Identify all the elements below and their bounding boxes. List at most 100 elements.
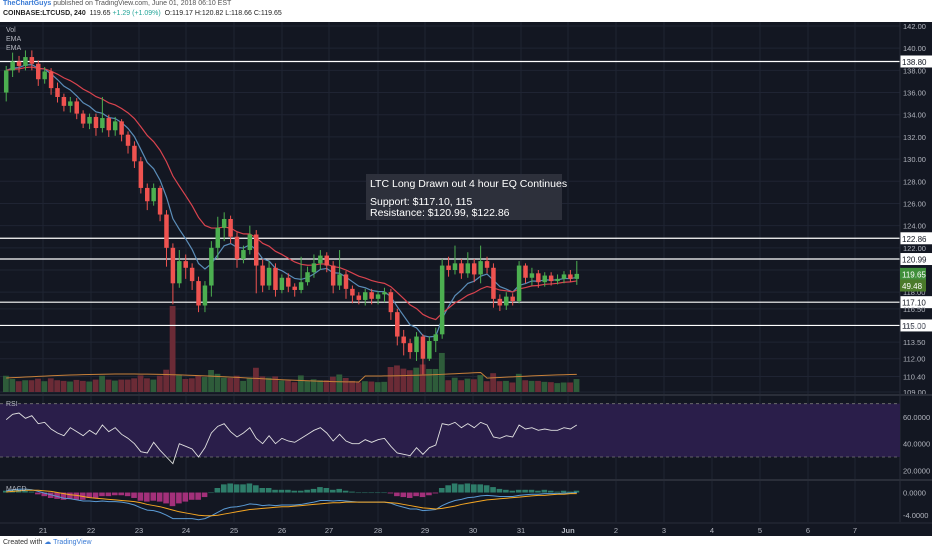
symbol-label[interactable]: COINBASE:LTCUSD, 240 (3, 10, 86, 17)
volume-bar (92, 379, 99, 392)
level-badge (900, 319, 932, 332)
candle-body (529, 273, 535, 278)
volume-bar (272, 376, 279, 392)
annotation-resistance: Resistance: $120.99, $122.86 (370, 207, 510, 219)
candle-body (420, 336, 426, 359)
macd-histogram-bar (400, 492, 407, 498)
created-with-text: Created with (3, 539, 43, 546)
price-tick-label: 138.00 (903, 66, 926, 75)
candle-body (221, 218, 227, 228)
tradingview-logo-icon: ☁ (44, 539, 52, 546)
volume-bar (547, 382, 554, 392)
candle-body (234, 236, 240, 259)
volume-bar (3, 375, 9, 392)
macd-histogram-bar (509, 490, 516, 493)
volume-bar (503, 380, 509, 392)
volume-bar (176, 375, 182, 392)
volume-bar (169, 306, 176, 392)
macd-histogram-bar (426, 492, 432, 496)
macd-histogram-bar (169, 492, 176, 507)
candle-body (318, 255, 323, 264)
macd-histogram-bar (67, 492, 73, 499)
macd-histogram-bar (349, 491, 355, 493)
volume-bar (111, 380, 118, 392)
macd-histogram-bar (99, 492, 105, 497)
macd-histogram-bar (111, 492, 118, 496)
volume-bar (259, 376, 266, 392)
volume-bar (355, 382, 362, 392)
volume-bar (41, 381, 48, 392)
price-tick-label: 132.00 (903, 133, 926, 142)
ema-label: EMA (6, 36, 22, 43)
macd-histogram-bar (201, 492, 208, 498)
macd-histogram-bar (394, 492, 400, 497)
candle-body (241, 250, 246, 259)
candle-body (407, 343, 413, 353)
rsi-tick-label: 20.0000 (903, 466, 930, 475)
brand-link[interactable]: TradingView (53, 539, 92, 546)
candle-body (484, 261, 490, 268)
candle-body (36, 63, 41, 80)
macd-tick-label: -4.0000 (903, 511, 928, 520)
volume-bar (163, 369, 170, 392)
volume-bar (79, 380, 86, 392)
price-tick-label: 115.00 (903, 321, 925, 330)
candle-body (48, 71, 54, 89)
candle-body (548, 275, 554, 282)
volume-bar (349, 380, 356, 392)
candle-body (125, 134, 131, 146)
macd-histogram-bar (419, 492, 426, 498)
price-chart[interactable]: 138.80 122.86 120.99 117.10 115.00 142.00 140.… (0, 22, 932, 536)
macd-histogram-bar (233, 484, 240, 493)
volume-bar (54, 380, 61, 392)
candle-body (93, 116, 99, 129)
candle-body (305, 272, 310, 283)
candle-body (23, 57, 28, 66)
macd-histogram-bar (406, 492, 413, 498)
vol-label: Vol (6, 27, 16, 34)
macd-histogram-bar (310, 488, 317, 493)
published-text: published on TradingView.com, June 01, 2… (53, 0, 232, 7)
volume-bar (28, 380, 35, 392)
macd-histogram-bar (471, 484, 477, 493)
price-tick-label: 130.00 (903, 155, 926, 164)
volume-bar (413, 367, 420, 392)
candle-body (138, 161, 144, 188)
candle-body (324, 255, 330, 266)
annotation-support: Support: $117.10, 115 (370, 196, 473, 208)
candle-body (80, 113, 86, 124)
price-tick-label: 126.00 (903, 199, 926, 208)
candle-body (151, 187, 156, 202)
candle-body (106, 118, 112, 131)
author-name[interactable]: TheChartGuys (3, 0, 52, 7)
macd-histogram-bar (438, 488, 445, 493)
time-tick-label: 4 (710, 526, 714, 535)
candle-body (471, 263, 477, 275)
macd-histogram-bar (368, 492, 375, 494)
volume-bar (323, 380, 330, 392)
macd-histogram-bar (381, 492, 387, 494)
volume-bar (432, 368, 439, 392)
volume-bar (483, 381, 490, 392)
chart-header: TheChartGuys published on TradingView.co… (0, 0, 932, 22)
candle-body (388, 292, 394, 313)
macd-histogram-bar (291, 490, 298, 493)
candle-body (311, 263, 317, 273)
candle-body (145, 187, 150, 202)
price-tick-label: 140.00 (903, 44, 926, 53)
time-tick-label: 2 (614, 526, 618, 535)
macd-histogram-bar (560, 490, 567, 493)
volume-bar (394, 365, 400, 392)
level-badge (900, 55, 932, 68)
candle-body (177, 261, 182, 284)
volume-bar (73, 379, 80, 392)
candle-body (561, 274, 567, 279)
volume-bar (522, 380, 529, 392)
price-change: +1.29 (+1.09%) (112, 10, 161, 17)
macd-histogram-bar (208, 492, 214, 494)
candle-body (298, 282, 304, 290)
macd-histogram-bar (272, 489, 278, 493)
candle-body (395, 312, 400, 337)
macd-histogram-bar (317, 487, 323, 493)
level-badge (900, 253, 932, 266)
